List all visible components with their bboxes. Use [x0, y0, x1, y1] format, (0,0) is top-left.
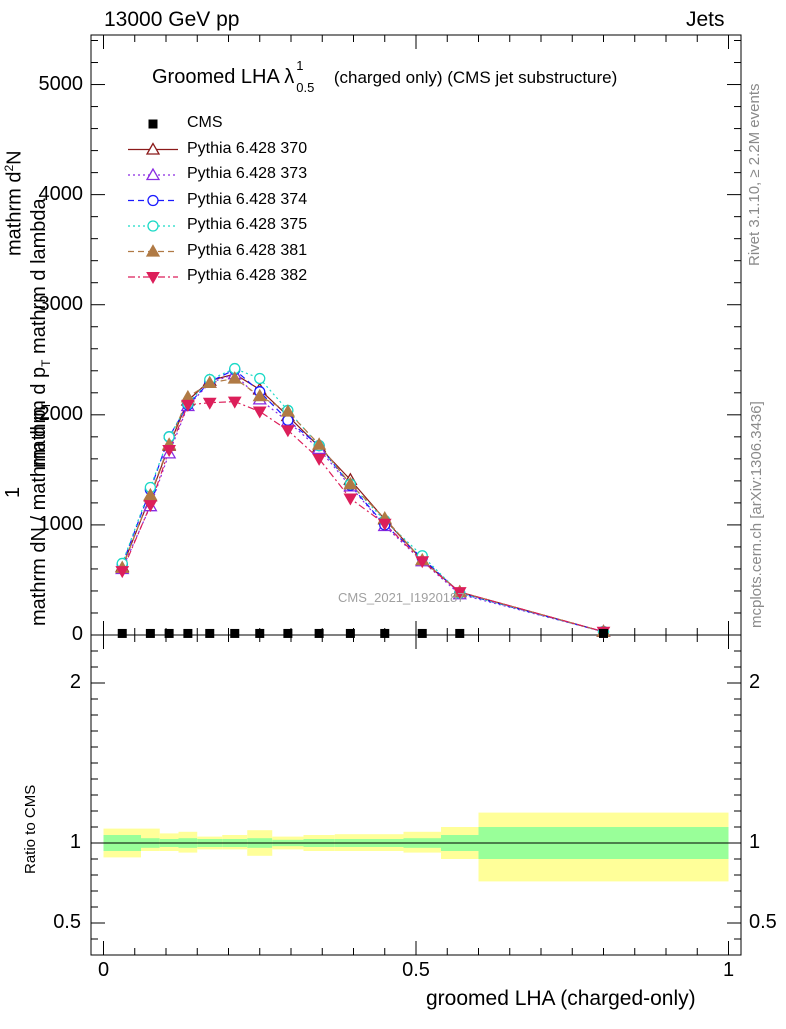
ratio-panel-frame — [90, 634, 742, 956]
ratio-y-tick-label-right-1: 1 — [749, 831, 761, 853]
chart-title: Groomed LHA λ 1 0.5 (charged only) (CMS … — [152, 58, 618, 95]
ratio-frame-rect — [90, 634, 742, 956]
legend-label-2: Pythia 6.428 373 — [187, 165, 308, 182]
y-label-top-tail: N — [3, 150, 26, 165]
cms-point-7 — [283, 628, 293, 638]
y-tick-label-2: 2000 — [38, 402, 84, 425]
series-5-point-10 — [377, 518, 392, 531]
y-tick-label-5: 5000 — [38, 72, 84, 95]
cms-point-8 — [314, 628, 324, 638]
series-4-point-6 — [252, 388, 267, 402]
series-5-point-9 — [343, 493, 358, 506]
rivet-label: Rivet 3.1.10, ≥ 2.2M events — [746, 83, 763, 267]
series-5-point-0 — [115, 566, 130, 579]
ratio-y-axis-label: Ratio to CMS — [22, 784, 39, 874]
legend-label-0: CMS — [187, 114, 223, 131]
title-sup: 1 — [296, 58, 304, 73]
ratio-uncertainty-bands — [103, 812, 729, 882]
series-line-3 — [121, 367, 604, 633]
x-tick-label-0: 0 — [97, 959, 110, 981]
cms-point-13 — [599, 628, 608, 638]
series-5-point-7 — [281, 425, 295, 438]
mcplots-label: mcplots.cern.ch [arXiv:1306.3436] — [748, 401, 765, 628]
cms-point-0 — [117, 628, 127, 638]
ratio-y-tick-label-1: 1 — [69, 831, 81, 853]
title-main: Groomed LHA λ — [152, 66, 295, 88]
cms-point-9 — [345, 628, 355, 638]
series-5-point-4 — [202, 397, 217, 410]
legend-label-1: Pythia 6.428 370 — [187, 139, 308, 157]
legend-label-5: Pythia 6.428 381 — [187, 241, 308, 259]
legend-marker-5 — [145, 244, 161, 257]
ratio-y-tick-label-right-2: 2 — [749, 671, 761, 693]
series-4-point-9 — [343, 476, 358, 490]
cms-point-6 — [255, 628, 265, 638]
legend-marker-3 — [147, 194, 159, 207]
series-5-point-2 — [162, 445, 176, 458]
series-5-point-12 — [452, 587, 467, 600]
legend-markers — [128, 119, 178, 285]
legend-marker-2 — [145, 167, 161, 181]
cms-point-5 — [230, 628, 240, 638]
ratio-y-tick-label-0: 0.5 — [53, 911, 81, 933]
y-axis-label-num: 1 — [2, 486, 24, 498]
series-4-point-7 — [280, 404, 295, 417]
series-markers — [115, 362, 611, 639]
x-tick-label-1: 0.5 — [402, 959, 430, 981]
watermark: CMS_2021_I1920187 — [338, 590, 465, 605]
cms-point-4 — [205, 628, 215, 638]
header-process: Jets — [686, 8, 725, 31]
header-energy: 13000 GeV pp — [104, 8, 240, 31]
legend-label-4: Pythia 6.428 375 — [187, 216, 308, 233]
series-4-point-8 — [312, 437, 327, 450]
series-5-point-3 — [181, 399, 195, 412]
title-sub: 0.5 — [296, 80, 315, 95]
title-tail: (charged only) (CMS jet substructure) — [333, 68, 618, 87]
ratio-y-tick-label-right-0: 0.5 — [749, 911, 777, 933]
x-axis-label: groomed LHA (charged-only) — [426, 987, 696, 1010]
cms-point-1 — [145, 628, 155, 638]
y-label-mid-tail: mathrm d lambda — [28, 198, 50, 354]
series-4-point-1 — [143, 487, 158, 501]
y-label-top-sup: 2 — [2, 164, 16, 172]
series-2-point-7 — [282, 414, 294, 426]
series-5-point-6 — [252, 406, 267, 419]
legend-label-3: Pythia 6.428 374 — [187, 190, 308, 208]
x-tick-label-2: 1 — [722, 959, 735, 981]
y-tick-label-0: 0 — [71, 623, 83, 645]
legend-label-6: Pythia 6.428 382 — [187, 267, 308, 284]
series-5-point-5 — [227, 396, 242, 409]
series-5-point-11 — [415, 556, 430, 569]
cms-point-2 — [164, 628, 174, 638]
series-4-point-4 — [202, 375, 217, 389]
cms-point-12 — [455, 628, 465, 638]
legend-marker-0 — [148, 119, 158, 129]
cms-point-10 — [380, 628, 390, 638]
legend-marker-4 — [147, 220, 159, 232]
ratio-y-tick-label-2: 2 — [69, 671, 81, 693]
series-4-point-5 — [227, 371, 242, 384]
y-tick-label-3: 3000 — [38, 292, 84, 315]
legend-marker-1 — [145, 142, 161, 155]
series-3-point-6 — [254, 372, 266, 385]
series-5-point-8 — [312, 453, 326, 466]
y-tick-label-1: 1000 — [38, 512, 84, 535]
cms-point-11 — [417, 628, 427, 638]
y-tick-label-4: 4000 — [38, 182, 84, 205]
legend-marker-6 — [146, 272, 160, 285]
axis-ticks — [91, 35, 741, 955]
cms-point-3 — [183, 628, 193, 638]
series-5-point-1 — [143, 500, 158, 513]
series-line-5 — [121, 401, 604, 633]
y-label-mid-sub: T — [39, 359, 53, 367]
